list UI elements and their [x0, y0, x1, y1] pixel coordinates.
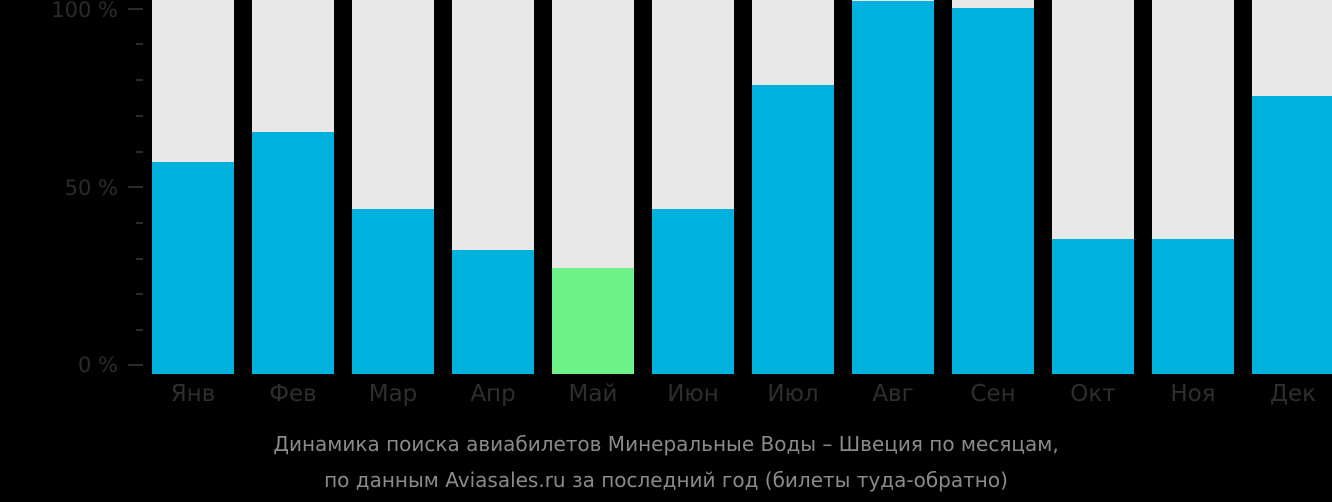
- bar-value: [252, 132, 334, 374]
- bar-1: [152, 0, 234, 374]
- bar-value: [152, 161, 234, 374]
- bar-value: [1152, 238, 1234, 374]
- x-label: Май: [568, 381, 618, 407]
- tick-minor: [136, 43, 143, 45]
- tick-major: [128, 186, 143, 188]
- bar-value: [352, 209, 434, 374]
- x-label: Окт: [1070, 381, 1116, 407]
- bar-value: [852, 0, 934, 374]
- x-label: Фев: [269, 381, 317, 407]
- tick-major: [128, 8, 143, 10]
- x-label: Июл: [767, 381, 819, 407]
- bar-10: [1052, 0, 1134, 374]
- tick-minor: [136, 79, 143, 81]
- bar-value: [952, 8, 1034, 374]
- bar-value: [552, 267, 634, 374]
- x-label: Дек: [1269, 381, 1316, 407]
- x-label: Июн: [667, 381, 719, 407]
- bar-5: [552, 0, 634, 374]
- bar-6: [652, 0, 734, 374]
- x-label: Янв: [170, 381, 216, 407]
- bar-2: [252, 0, 334, 374]
- tick-minor: [136, 258, 143, 260]
- x-label: Мар: [368, 381, 418, 407]
- bar-value: [1252, 95, 1332, 374]
- bar-8: [852, 0, 934, 374]
- bar-value: [752, 84, 834, 374]
- bar-11: [1152, 0, 1234, 374]
- tick-major: [128, 364, 143, 366]
- bar-3: [352, 0, 434, 374]
- x-label: Апр: [470, 381, 516, 407]
- y-label-0: 0 %: [78, 353, 118, 377]
- bar-value: [452, 249, 534, 374]
- bar-12: [1252, 0, 1332, 374]
- x-label: Ноя: [1170, 381, 1216, 407]
- y-label-50: 50 %: [64, 176, 118, 200]
- x-label: Авг: [872, 381, 914, 407]
- tick-minor: [136, 151, 143, 153]
- tick-minor: [136, 293, 143, 295]
- chart-subtitle: по данным Aviasales.ru за последний год …: [324, 468, 1008, 492]
- bar-7: [752, 0, 834, 374]
- chart-title: Динамика поиска авиабилетов Минеральные …: [273, 432, 1059, 456]
- bar-value: [652, 209, 734, 374]
- x-label: Сен: [970, 381, 1016, 407]
- y-label-100: 100 %: [51, 0, 118, 22]
- bar-9: [952, 0, 1034, 374]
- tick-minor: [136, 115, 143, 117]
- bar-value: [1052, 238, 1134, 374]
- tick-minor: [136, 222, 143, 224]
- tick-minor: [136, 329, 143, 331]
- bar-4: [452, 0, 534, 374]
